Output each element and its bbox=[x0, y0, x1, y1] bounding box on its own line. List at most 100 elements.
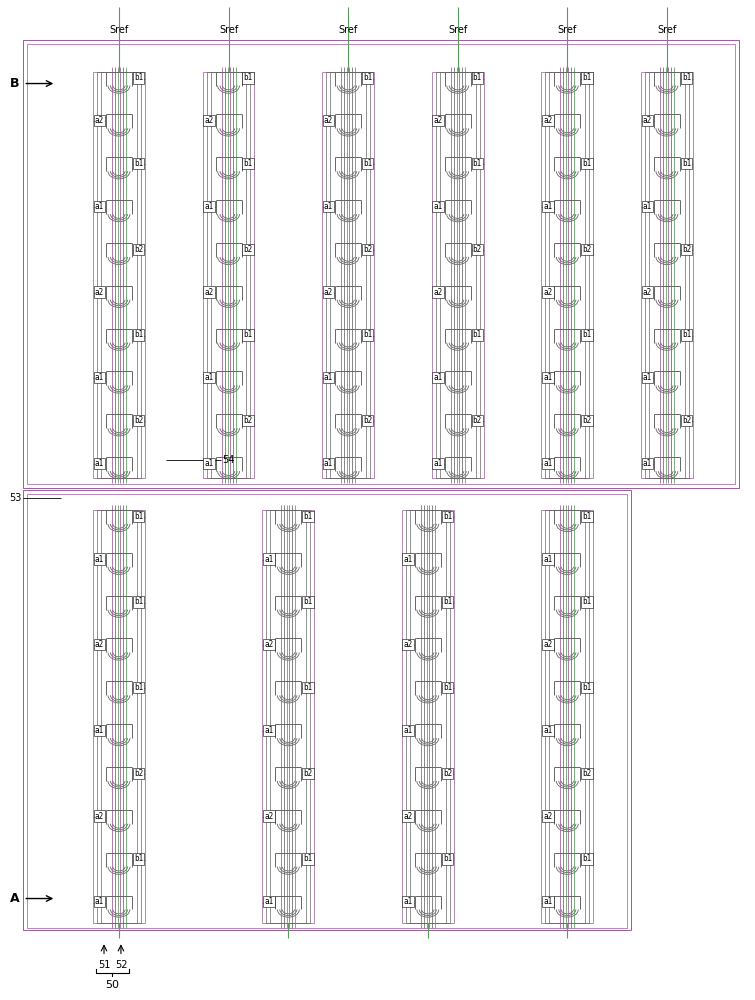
Text: a2: a2 bbox=[433, 288, 442, 297]
Text: b1: b1 bbox=[442, 854, 452, 863]
Bar bbox=[270, 510, 307, 923]
Bar bbox=[541, 510, 593, 923]
Text: a2: a2 bbox=[264, 640, 273, 649]
Text: a1: a1 bbox=[543, 202, 553, 211]
Bar bbox=[101, 72, 137, 478]
Text: a2: a2 bbox=[543, 116, 553, 125]
Text: b1: b1 bbox=[363, 330, 372, 339]
Text: b1: b1 bbox=[682, 73, 691, 82]
Text: b1: b1 bbox=[244, 330, 253, 339]
Text: b1: b1 bbox=[304, 854, 313, 863]
Bar bbox=[410, 510, 445, 923]
Text: b2: b2 bbox=[473, 416, 482, 425]
Text: a2: a2 bbox=[95, 812, 104, 821]
Text: b1: b1 bbox=[363, 159, 372, 168]
Text: b1: b1 bbox=[304, 597, 313, 606]
Text: b2: b2 bbox=[473, 245, 482, 254]
Text: b2: b2 bbox=[682, 416, 691, 425]
Bar bbox=[93, 510, 145, 923]
Bar bbox=[93, 72, 145, 478]
Text: b1: b1 bbox=[442, 597, 452, 606]
Text: 52: 52 bbox=[115, 960, 127, 970]
Text: 51: 51 bbox=[98, 960, 110, 970]
Text: a1: a1 bbox=[324, 202, 333, 211]
Bar bbox=[27, 44, 735, 484]
Text: b1: b1 bbox=[682, 330, 691, 339]
Text: b1: b1 bbox=[473, 159, 482, 168]
Text: b2: b2 bbox=[442, 769, 452, 778]
Text: a1: a1 bbox=[643, 202, 652, 211]
Text: b1: b1 bbox=[134, 159, 143, 168]
Text: a2: a2 bbox=[643, 116, 652, 125]
Text: b1: b1 bbox=[244, 73, 253, 82]
Text: b1: b1 bbox=[442, 683, 452, 692]
Text: b1: b1 bbox=[244, 159, 253, 168]
Text: a1: a1 bbox=[543, 373, 553, 382]
Text: 50: 50 bbox=[106, 980, 119, 990]
Bar bbox=[550, 510, 585, 923]
Text: b1: b1 bbox=[582, 159, 591, 168]
Text: a1: a1 bbox=[205, 459, 214, 468]
Text: a1: a1 bbox=[643, 373, 652, 382]
Text: b1: b1 bbox=[582, 330, 591, 339]
Text: a1: a1 bbox=[543, 555, 553, 564]
Text: a1: a1 bbox=[543, 897, 553, 906]
Bar bbox=[550, 72, 585, 478]
Text: a1: a1 bbox=[264, 555, 273, 564]
Bar bbox=[101, 510, 137, 923]
Bar bbox=[97, 72, 141, 478]
Text: b1: b1 bbox=[582, 73, 591, 82]
Text: b1: b1 bbox=[473, 73, 482, 82]
Text: a2: a2 bbox=[543, 640, 553, 649]
Bar bbox=[436, 72, 479, 478]
Bar bbox=[207, 72, 251, 478]
Text: a2: a2 bbox=[264, 812, 273, 821]
Bar bbox=[330, 72, 366, 478]
Text: b1: b1 bbox=[363, 73, 372, 82]
Bar bbox=[326, 72, 370, 478]
Bar bbox=[641, 72, 693, 478]
Text: a1: a1 bbox=[95, 459, 104, 468]
Bar bbox=[23, 40, 738, 488]
Text: b2: b2 bbox=[363, 245, 372, 254]
Text: Sref: Sref bbox=[109, 25, 128, 35]
Text: a1: a1 bbox=[95, 897, 104, 906]
Bar bbox=[322, 72, 374, 478]
Text: b1: b1 bbox=[682, 159, 691, 168]
Text: a2: a2 bbox=[324, 288, 333, 297]
Text: B: B bbox=[10, 77, 20, 90]
Text: a1: a1 bbox=[95, 726, 104, 735]
Text: a2: a2 bbox=[543, 288, 553, 297]
Text: b2: b2 bbox=[582, 416, 591, 425]
Bar bbox=[545, 510, 589, 923]
Text: a2: a2 bbox=[95, 640, 104, 649]
Bar bbox=[432, 72, 484, 478]
Text: a2: a2 bbox=[95, 288, 104, 297]
Text: a1: a1 bbox=[643, 459, 652, 468]
Text: b2: b2 bbox=[134, 416, 143, 425]
Text: b1: b1 bbox=[134, 683, 143, 692]
Text: 53: 53 bbox=[9, 493, 22, 503]
Text: a1: a1 bbox=[404, 555, 413, 564]
Text: Sref: Sref bbox=[558, 25, 577, 35]
Text: a2: a2 bbox=[643, 288, 652, 297]
Text: b1: b1 bbox=[134, 854, 143, 863]
Bar bbox=[545, 72, 589, 478]
Text: a2: a2 bbox=[543, 812, 553, 821]
Text: a1: a1 bbox=[404, 726, 413, 735]
Text: b1: b1 bbox=[134, 73, 143, 82]
Text: b2: b2 bbox=[582, 245, 591, 254]
Text: Sref: Sref bbox=[448, 25, 467, 35]
Bar bbox=[649, 72, 685, 478]
Text: a1: a1 bbox=[264, 726, 273, 735]
Bar bbox=[439, 72, 476, 478]
Text: 54: 54 bbox=[223, 455, 235, 465]
Text: a2: a2 bbox=[205, 288, 214, 297]
Bar bbox=[263, 510, 314, 923]
Bar bbox=[23, 490, 631, 930]
Text: b1: b1 bbox=[134, 330, 143, 339]
Text: b2: b2 bbox=[304, 769, 313, 778]
Text: b1: b1 bbox=[473, 330, 482, 339]
Text: A: A bbox=[10, 892, 20, 905]
Bar bbox=[211, 72, 246, 478]
